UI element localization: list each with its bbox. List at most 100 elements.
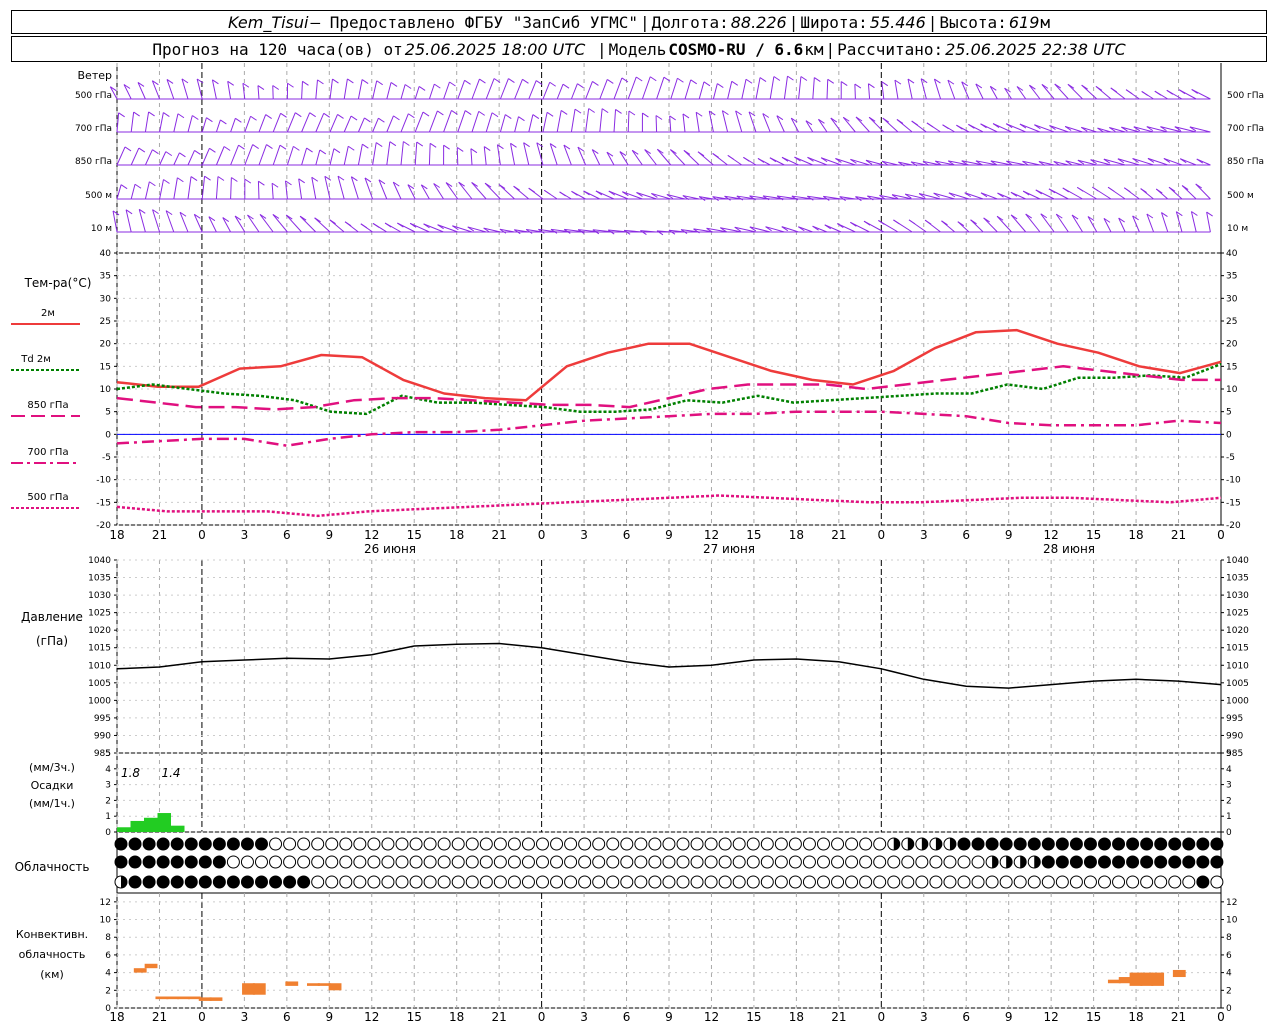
y-tick-label: 1035 [1226, 574, 1249, 584]
wind-barb [528, 80, 537, 100]
y-tick-label: 1035 [88, 574, 111, 584]
wind-barb-feather [124, 146, 132, 152]
cloud-symbol [451, 855, 465, 869]
wind-barb [842, 116, 856, 133]
wind-barb-feather [467, 226, 475, 232]
y-tick-label: 15 [100, 362, 111, 372]
hour-tick-label: 6 [962, 528, 970, 542]
legend-label: 700 гПа [27, 447, 68, 458]
wind-barb-feather [583, 190, 590, 196]
wind-barb [350, 176, 359, 200]
hour-tick-label: 9 [325, 1010, 333, 1024]
y-tick-label: 6 [105, 951, 111, 961]
wind-barb-feather [595, 190, 603, 196]
series-line-2 [116, 365, 1221, 411]
cloud-symbol-half [121, 876, 127, 888]
series-line-0 [116, 328, 1222, 402]
wind-barb-feather [231, 177, 238, 182]
wind-barb [881, 81, 885, 100]
wind-barb [357, 117, 365, 133]
wind-barb-feather [682, 113, 690, 119]
y-tick-label: 5 [105, 408, 111, 418]
wind-barb [670, 78, 678, 100]
wind-barb-feather [179, 211, 187, 217]
cloud-symbol [339, 875, 353, 889]
hour-tick-label: 0 [538, 1010, 546, 1024]
wind-barb [315, 149, 321, 166]
wind-barb-feather [302, 80, 309, 86]
wind-barb [835, 157, 856, 166]
wind-barb [523, 142, 530, 166]
wind-barb [211, 79, 217, 100]
wind-barb-feather [1107, 186, 1115, 192]
wind-barb [823, 195, 842, 200]
wind-barb-feather [209, 147, 216, 153]
cloud-symbol [409, 855, 423, 869]
wind-barb-feather [337, 175, 345, 181]
cloud-symbol [240, 837, 254, 851]
wind-barb-feather [1081, 126, 1088, 132]
wind-barb-feather [904, 193, 912, 199]
precip-annotation: 1.8 [121, 766, 140, 780]
hour-tick-label: 18 [449, 528, 464, 542]
wind-barb [624, 229, 643, 233]
wind-barb [964, 192, 984, 200]
wind-barb-feather [451, 109, 458, 115]
wind-barb-feather [536, 142, 544, 148]
wind-barb-feather [166, 79, 174, 84]
hour-tick-label: 21 [1171, 528, 1186, 542]
wind-barb-feather [393, 181, 400, 187]
cloud-symbol [760, 837, 774, 851]
y-tick-label: 4 [105, 969, 111, 979]
wind-barb [933, 192, 955, 200]
wind-barb-feather [867, 195, 874, 201]
hour-tick-label: 15 [1086, 528, 1101, 542]
cloud-symbol [353, 837, 367, 851]
cloud-symbol [451, 837, 465, 851]
wind-barb [208, 216, 217, 233]
wind-barb-feather [298, 178, 305, 184]
wind-barb-feather [523, 142, 530, 148]
cloud-symbol [269, 855, 283, 869]
wind-barb-feather [907, 78, 915, 84]
cloud-symbol [297, 855, 311, 869]
wind-barb [414, 142, 418, 166]
wind-barb-feather [1103, 158, 1111, 164]
wind-barb-feather [206, 117, 213, 123]
hour-tick-label: 18 [109, 1010, 124, 1024]
wind-barb [428, 83, 435, 100]
y-tick-label: 2 [1226, 986, 1232, 996]
wind-barb [989, 86, 998, 100]
wind-barb-feather [513, 185, 520, 191]
wind-barb [187, 176, 192, 200]
wind-barb [109, 86, 118, 100]
cloud-symbol [564, 855, 578, 869]
wind-barb [499, 114, 506, 133]
wind-barb-feather [433, 183, 440, 188]
cloud-symbol [620, 837, 634, 851]
cloud-symbol [1041, 855, 1055, 869]
wind-barb-feather [1147, 157, 1155, 163]
wind-barb [337, 176, 345, 200]
wind-barb-feather [797, 226, 805, 232]
hour-tick-label: 18 [1128, 1010, 1143, 1024]
wind-barb-feather [1065, 160, 1072, 166]
wind-barb-feather [423, 223, 430, 229]
cloud-symbol [1182, 875, 1196, 889]
wind-barb-feather [588, 108, 595, 113]
model-label: Модель [608, 39, 667, 59]
wind-barb-feather [724, 195, 731, 201]
wind-barb [682, 113, 686, 133]
wind-barb-feather [208, 216, 216, 222]
wind-barb [640, 230, 657, 233]
wind-barb [798, 76, 802, 100]
y-tick-label: 20 [100, 340, 112, 350]
wind-barb-feather [1004, 87, 1011, 93]
wind-barb-feather [1141, 90, 1149, 96]
wind-barb [798, 226, 813, 233]
wind-barb-feather [1095, 85, 1103, 91]
wind-barb [839, 196, 856, 200]
wind-barb-feather [1155, 188, 1163, 194]
wind-barb [496, 144, 501, 166]
y-tick-label: 1015 [88, 644, 111, 654]
